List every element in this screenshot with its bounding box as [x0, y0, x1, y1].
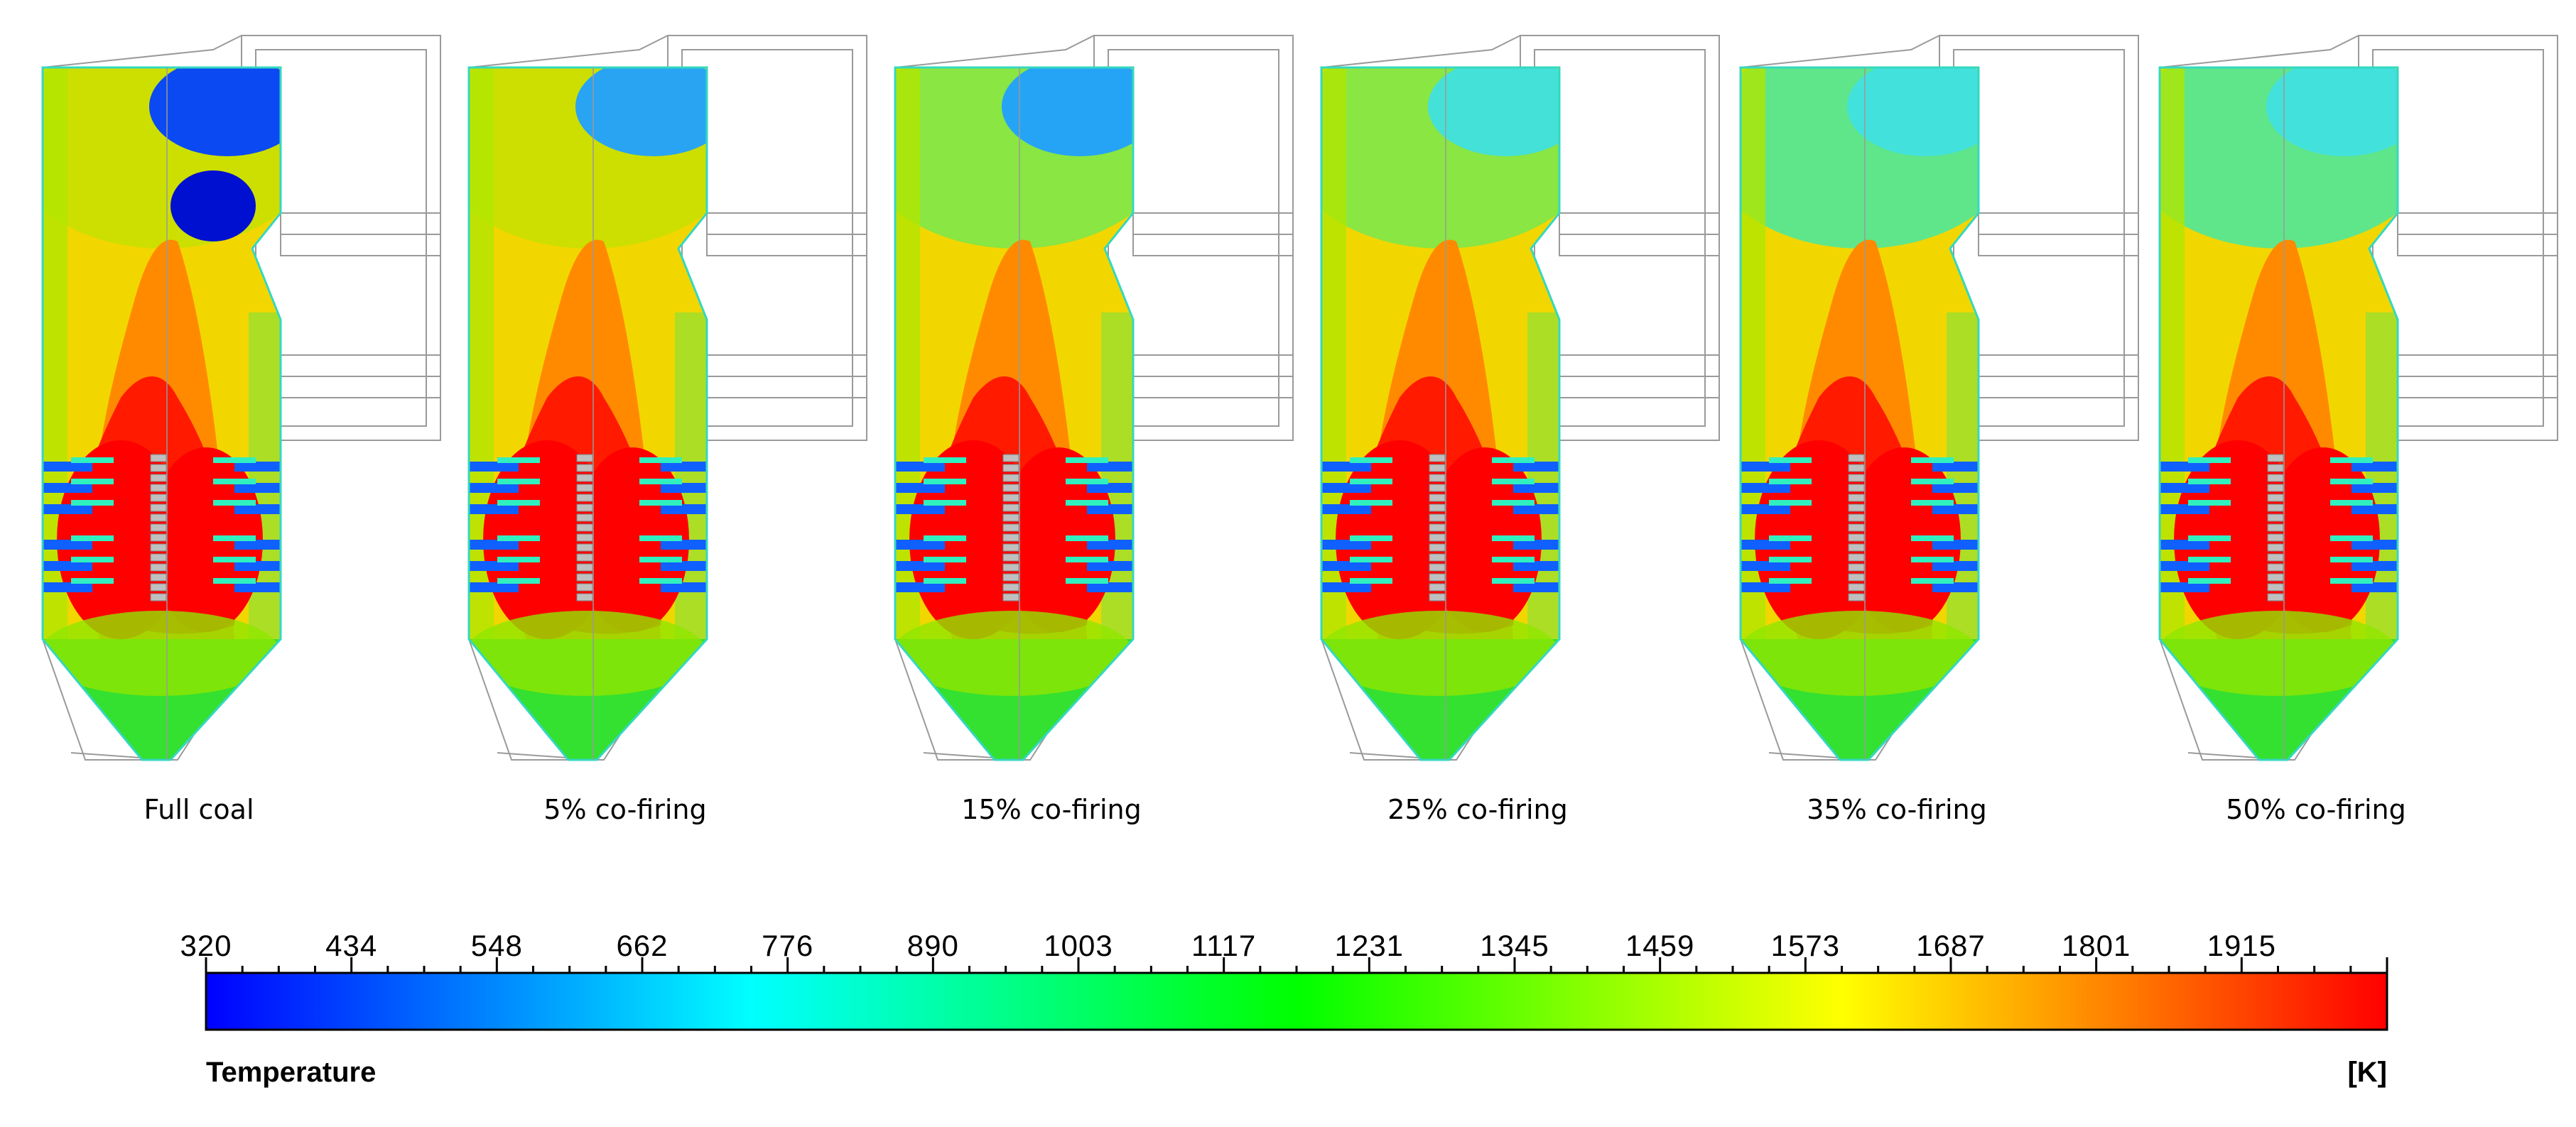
boiler-panel [467, 35, 867, 761]
colorbar-tick-label: 1345 [1480, 929, 1549, 962]
temperature-contour [469, 67, 707, 760]
colorbar-tick-label: 1117 [1191, 929, 1257, 962]
colorbar-tick-label: 548 [470, 929, 523, 962]
temperature-contour [2160, 67, 2398, 760]
colorbar-tick-label: 1687 [1916, 929, 1986, 962]
boiler-wireframe [894, 35, 1294, 761]
case-label: 15% co-firing [961, 794, 1142, 825]
case-label: 35% co-firing [1807, 794, 1987, 825]
case-label: 5% co-firing [543, 794, 707, 825]
furnace-outline [2158, 66, 2399, 761]
colorbar-tick-label: 1003 [1044, 929, 1113, 962]
boiler-panel [41, 35, 441, 761]
colorbar-unit: [K] [2347, 1057, 2387, 1088]
colorbar-tick-label: 662 [616, 929, 669, 962]
furnace-outline [1320, 66, 1561, 761]
temperature-contour [895, 67, 1133, 760]
boiler-panel [2158, 35, 2558, 761]
case-label: 25% co-firing [1387, 794, 1568, 825]
case-label: Full coal [144, 794, 254, 825]
colorbar-tick-label: 1801 [2061, 929, 2131, 962]
boiler-temperature-contours [41, 35, 2558, 761]
furnace-outline [1739, 66, 1980, 761]
boiler-panel [1739, 35, 2139, 761]
furnace-outline [41, 66, 282, 761]
colorbar-tick-label: 1231 [1334, 929, 1405, 962]
colorbar-tick-label: 434 [325, 929, 378, 962]
temperature-colorbar [205, 957, 2388, 1031]
boiler-panel [894, 35, 1294, 761]
furnace-outline [894, 66, 1135, 761]
colorbar-gradient [205, 971, 2388, 1031]
colorbar-tick-label: 890 [907, 929, 959, 962]
temperature-contour [1321, 67, 1559, 760]
colorbar-title: Temperature [206, 1057, 377, 1088]
temperature-contour [1741, 67, 1979, 760]
case-label: 50% co-firing [2226, 794, 2406, 825]
colorbar-tick-label: 1915 [2207, 929, 2277, 962]
colorbar-tick-label: 776 [762, 929, 814, 962]
colorbar-tick-label: 1459 [1625, 929, 1695, 962]
temperature-contour [43, 67, 281, 760]
boiler-panel [1320, 35, 1720, 761]
furnace-outline [467, 66, 708, 761]
colorbar-tick-label: 1573 [1770, 929, 1841, 962]
colorbar-tick-label: 320 [180, 929, 232, 962]
